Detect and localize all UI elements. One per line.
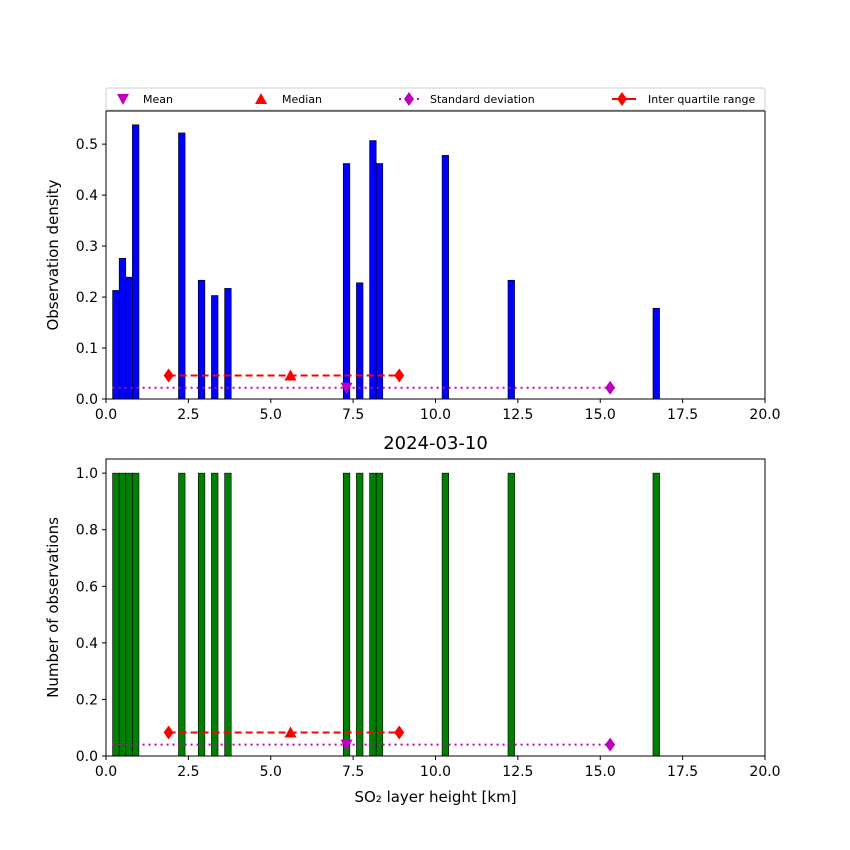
x-tick-label: 20.0 xyxy=(749,764,780,780)
bar-7 xyxy=(224,472,232,757)
std-marker xyxy=(605,380,616,395)
x-tick-label: 15.0 xyxy=(585,407,616,423)
y-axis-label: Number of observations xyxy=(44,517,62,698)
legend-label: Inter quartile range xyxy=(648,93,755,106)
y-tick-label: 0.0 xyxy=(76,749,98,765)
bar-11 xyxy=(375,163,384,400)
y-axis-label: Observation density xyxy=(44,179,62,330)
bar-1 xyxy=(118,472,127,757)
legend-marker-1 xyxy=(255,93,267,104)
x-tick-label: 10.0 xyxy=(420,407,451,423)
bar-4 xyxy=(178,472,186,757)
y-tick-label: 0.8 xyxy=(76,523,98,539)
x-tick-label: 2.5 xyxy=(177,764,199,780)
x-tick-label: 10.0 xyxy=(420,764,451,780)
bar-13 xyxy=(507,279,515,400)
mean-marker xyxy=(340,739,353,751)
y-tick-label: 0.2 xyxy=(76,692,98,708)
bar-4 xyxy=(178,132,186,400)
bar-10 xyxy=(369,140,377,400)
y-tick-label: 0.2 xyxy=(76,290,98,306)
bar-3 xyxy=(132,472,140,757)
x-axis-label: SO₂ layer height [km] xyxy=(354,788,516,806)
legend-label: Median xyxy=(282,93,322,106)
bar-8 xyxy=(342,163,351,400)
bar-6 xyxy=(211,472,219,757)
y-tick-label: 0.4 xyxy=(76,188,98,204)
x-tick-label: 12.5 xyxy=(502,407,533,423)
x-tick-label: 17.5 xyxy=(667,764,698,780)
bar-5 xyxy=(197,472,206,757)
x-tick-label: 7.5 xyxy=(342,764,364,780)
bar-10 xyxy=(369,472,377,757)
legend-frame xyxy=(105,87,766,111)
legend-marker-0 xyxy=(117,94,129,105)
bar-0 xyxy=(112,472,120,757)
top-panel: 0.0 2.5 5.0 7.5 10.0 12.5 15.0 17.5 20.0 0.0 0.1 0.… xyxy=(44,110,781,423)
bar-2 xyxy=(125,472,133,757)
x-tick-label: 20.0 xyxy=(749,407,780,423)
bar-3 xyxy=(132,124,140,400)
bar-11 xyxy=(375,472,384,757)
bar-12 xyxy=(441,472,449,757)
bar-14 xyxy=(652,472,660,757)
iqr-marker-start xyxy=(163,725,174,740)
x-tick-label: 15.0 xyxy=(585,764,616,780)
x-tick-label: 5.0 xyxy=(260,407,282,423)
chart-title: 2024-03-10 xyxy=(383,433,488,454)
legend-label: Mean xyxy=(143,93,173,106)
bar-9 xyxy=(356,472,364,757)
x-tick-label: 0.0 xyxy=(95,764,117,780)
iqr-marker-start xyxy=(163,368,174,383)
bar-1 xyxy=(118,258,127,400)
median-marker xyxy=(284,726,297,738)
bar-6 xyxy=(211,295,219,400)
x-tick-label: 0.0 xyxy=(95,407,117,423)
iqr-marker-end xyxy=(394,368,405,383)
y-tick-label: 0.3 xyxy=(76,239,98,255)
bar-12 xyxy=(441,155,449,400)
legend-label: Standard deviation xyxy=(430,93,535,106)
bar-13 xyxy=(507,472,515,757)
bottom-panel: 0.0 2.5 5.0 7.5 10.0 12.5 15.0 17.5 20.0 0.0 0.2 0.… xyxy=(44,433,781,806)
median-marker xyxy=(284,369,297,381)
bar-7 xyxy=(224,288,232,400)
x-tick-label: 2.5 xyxy=(177,407,199,423)
x-tick-label: 7.5 xyxy=(342,407,364,423)
std-marker xyxy=(605,737,616,752)
bar-8 xyxy=(342,472,351,757)
y-tick-label: 0.0 xyxy=(76,392,98,408)
legend-marker-3 xyxy=(617,92,627,106)
legend-marker-2 xyxy=(404,92,414,106)
x-tick-label: 12.5 xyxy=(502,764,533,780)
mean-marker xyxy=(340,382,353,394)
y-tick-label: 0.5 xyxy=(76,137,98,153)
bar-9 xyxy=(356,282,364,400)
legend: Mean Median Standard deviation Inter quarti… xyxy=(105,87,766,111)
bar-0 xyxy=(112,290,120,400)
bar-5 xyxy=(197,279,206,400)
x-tick-label: 5.0 xyxy=(260,764,282,780)
y-tick-label: 0.1 xyxy=(76,341,98,357)
y-tick-label: 1.0 xyxy=(76,466,98,482)
y-tick-label: 0.4 xyxy=(76,636,98,652)
x-tick-label: 17.5 xyxy=(667,407,698,423)
bar-14 xyxy=(652,307,660,400)
bar-2 xyxy=(125,276,133,400)
iqr-marker-end xyxy=(394,725,405,740)
y-tick-label: 0.6 xyxy=(76,579,98,595)
